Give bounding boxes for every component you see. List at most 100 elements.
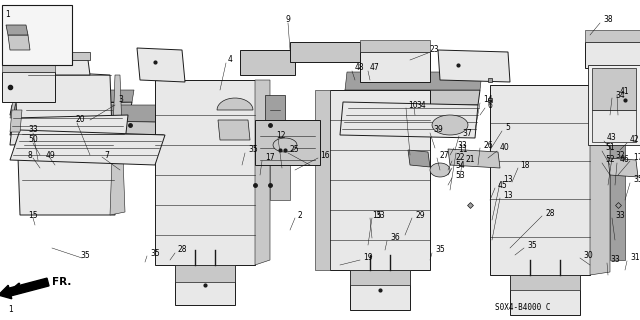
Polygon shape: [600, 95, 638, 120]
Text: 25: 25: [290, 146, 300, 155]
Text: 35: 35: [527, 241, 537, 250]
Polygon shape: [343, 90, 480, 105]
Text: 35: 35: [80, 251, 90, 260]
Text: 6: 6: [488, 100, 493, 109]
Text: 28: 28: [545, 209, 554, 218]
Polygon shape: [360, 40, 430, 52]
Bar: [588, 65, 640, 145]
Text: 27: 27: [440, 150, 450, 159]
Text: 4: 4: [228, 55, 233, 65]
Text: 26: 26: [483, 140, 493, 149]
Text: 45: 45: [498, 180, 508, 189]
Text: 51: 51: [605, 143, 614, 153]
Polygon shape: [255, 80, 270, 265]
Text: 35: 35: [435, 245, 445, 254]
Text: 28: 28: [178, 245, 188, 254]
Text: 40: 40: [500, 143, 509, 153]
Text: 7: 7: [104, 150, 109, 159]
Text: 10: 10: [408, 100, 418, 109]
Text: 13: 13: [503, 190, 513, 199]
Polygon shape: [50, 60, 90, 75]
Polygon shape: [6, 25, 28, 35]
Polygon shape: [610, 100, 625, 260]
Bar: [2, 5, 72, 65]
Polygon shape: [592, 68, 636, 110]
Polygon shape: [350, 270, 410, 285]
Text: 48: 48: [355, 63, 365, 73]
Text: 15: 15: [372, 211, 381, 220]
Polygon shape: [608, 158, 638, 177]
Polygon shape: [438, 50, 510, 82]
Polygon shape: [448, 149, 500, 168]
Polygon shape: [2, 72, 55, 102]
Polygon shape: [240, 50, 295, 75]
Polygon shape: [345, 72, 482, 90]
Text: 9: 9: [286, 15, 291, 25]
Text: 53: 53: [455, 171, 465, 180]
Polygon shape: [432, 115, 468, 135]
Text: 1: 1: [8, 306, 13, 315]
Polygon shape: [175, 265, 235, 305]
Text: 23: 23: [430, 45, 440, 54]
Polygon shape: [12, 90, 134, 102]
Text: 33: 33: [615, 211, 625, 220]
Polygon shape: [590, 90, 610, 275]
Text: 41: 41: [620, 87, 630, 97]
Text: 47: 47: [370, 63, 380, 73]
Text: 34: 34: [416, 100, 426, 109]
Polygon shape: [218, 120, 250, 140]
Text: 15: 15: [28, 211, 38, 220]
Text: 54: 54: [455, 161, 465, 170]
Text: 46: 46: [620, 156, 630, 164]
Text: 2: 2: [298, 211, 303, 220]
Polygon shape: [110, 75, 125, 215]
Polygon shape: [10, 100, 16, 118]
Text: 32: 32: [615, 150, 625, 159]
Text: 18: 18: [520, 161, 529, 170]
Text: 21: 21: [465, 156, 474, 164]
Text: 16: 16: [320, 150, 330, 159]
Text: 38: 38: [603, 15, 612, 25]
Polygon shape: [510, 275, 580, 315]
Text: 22: 22: [455, 154, 465, 163]
Text: 14: 14: [483, 95, 493, 105]
Text: 20: 20: [75, 116, 84, 124]
Text: 42: 42: [630, 135, 639, 145]
Text: 33: 33: [28, 125, 38, 134]
Polygon shape: [600, 72, 638, 95]
Text: 29: 29: [415, 211, 424, 220]
Text: 5: 5: [505, 124, 510, 132]
Polygon shape: [585, 30, 640, 42]
Text: 34: 34: [615, 91, 625, 100]
Text: 8: 8: [28, 150, 33, 159]
Polygon shape: [290, 42, 360, 62]
Text: 11: 11: [458, 146, 467, 155]
Text: 12: 12: [276, 131, 285, 140]
Text: 35: 35: [150, 249, 160, 258]
Polygon shape: [585, 42, 640, 68]
Polygon shape: [330, 90, 430, 270]
Polygon shape: [10, 120, 168, 137]
Polygon shape: [510, 275, 580, 290]
Polygon shape: [13, 105, 170, 122]
Polygon shape: [217, 98, 253, 110]
Polygon shape: [315, 90, 330, 270]
Text: 13: 13: [503, 175, 513, 185]
Polygon shape: [340, 102, 478, 138]
Text: 36: 36: [390, 234, 400, 243]
Polygon shape: [408, 150, 430, 167]
Polygon shape: [175, 265, 235, 282]
Text: 19: 19: [363, 252, 372, 261]
Polygon shape: [360, 52, 430, 82]
Polygon shape: [490, 85, 590, 275]
Polygon shape: [265, 95, 285, 120]
Text: FR.: FR.: [52, 277, 72, 287]
Polygon shape: [137, 48, 185, 82]
Text: S0X4-B4000 C: S0X4-B4000 C: [495, 303, 550, 312]
Polygon shape: [592, 110, 636, 142]
Polygon shape: [2, 62, 55, 72]
Text: 30: 30: [583, 251, 593, 260]
Polygon shape: [50, 52, 90, 60]
Polygon shape: [10, 110, 22, 132]
Text: 35: 35: [633, 175, 640, 185]
